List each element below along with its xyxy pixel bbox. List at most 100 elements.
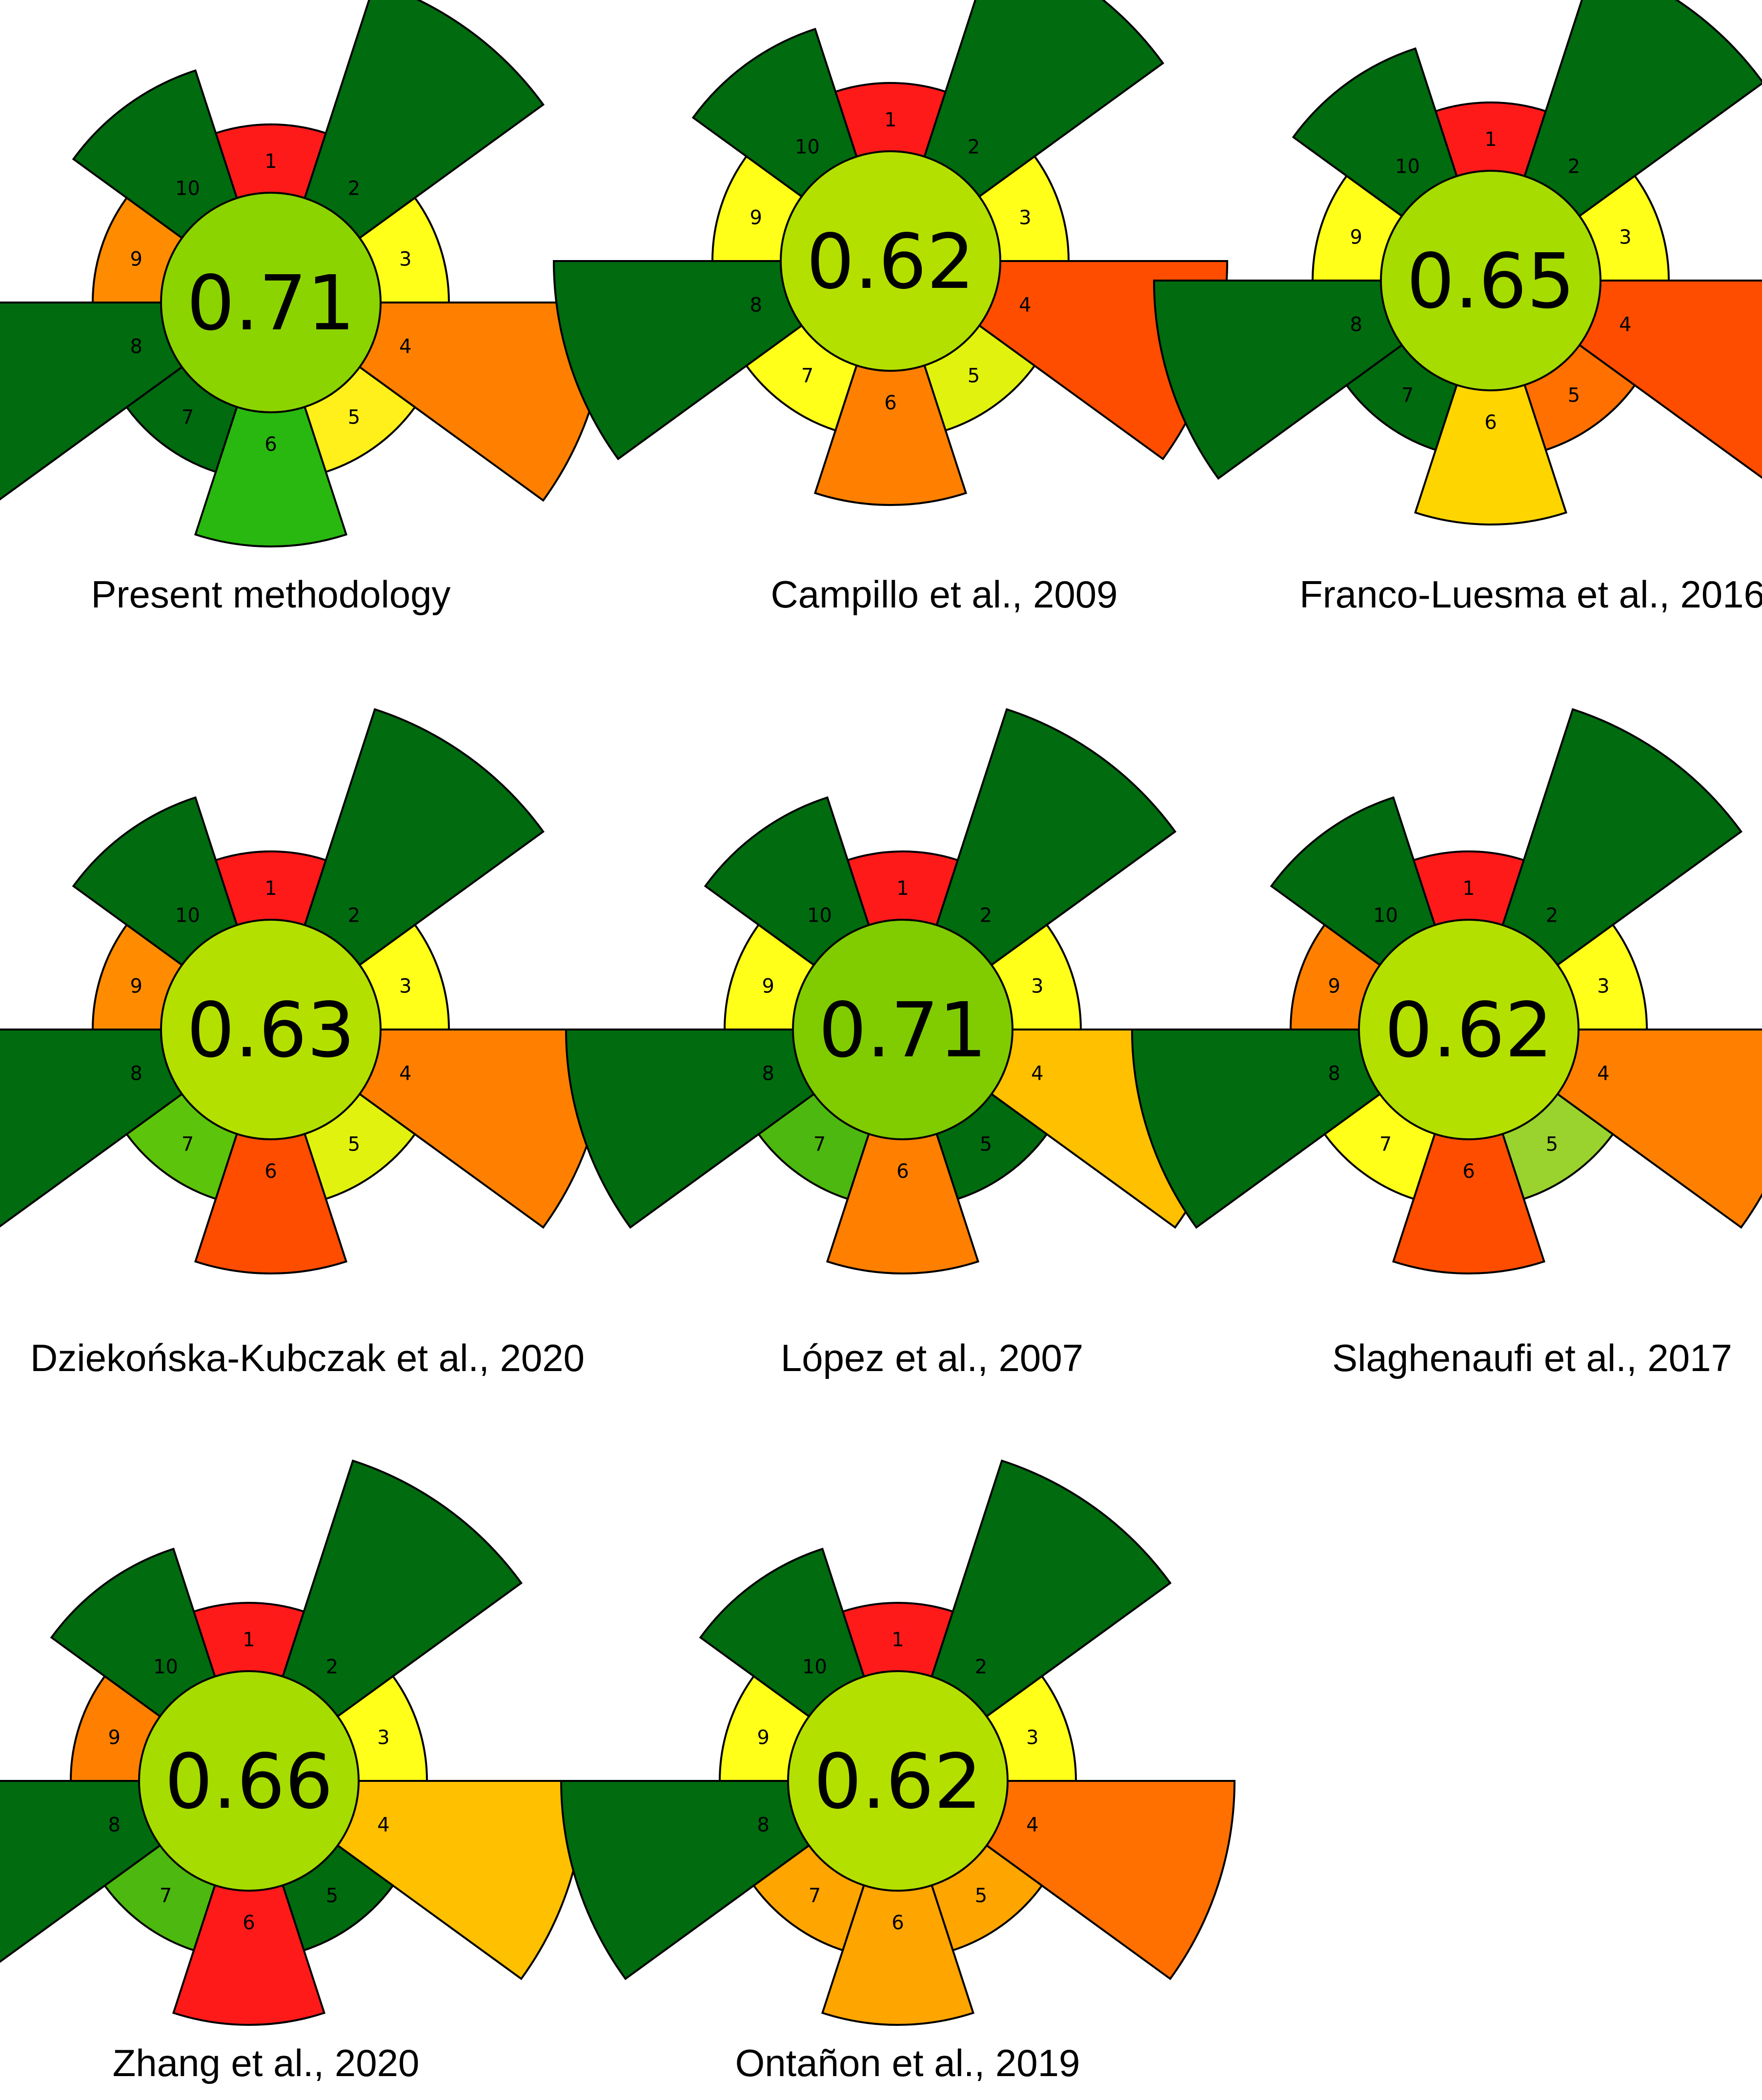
chart-caption: Slaghenaufi et al., 2017	[1332, 1336, 1732, 1379]
segment-label: 5	[975, 1885, 987, 1907]
segment-label: 4	[1031, 1063, 1043, 1085]
segment-label: 5	[1546, 1133, 1558, 1156]
segment-label: 8	[108, 1814, 120, 1837]
segment-label: 8	[749, 294, 762, 317]
segment-label: 4	[1597, 1063, 1609, 1085]
segment-label: 4	[399, 1063, 411, 1085]
segment-2	[934, 708, 1177, 968]
score-circle	[160, 919, 382, 1140]
segment-label: 3	[399, 975, 411, 997]
chart-caption: Present methodology	[91, 573, 450, 616]
segment-label: 1	[243, 1629, 255, 1651]
overall-score: 0.71	[818, 986, 987, 1074]
segment-label: 7	[813, 1133, 826, 1156]
segment-label: 9	[1350, 226, 1362, 248]
agree-chart: 1 2 3 4 5 6 7 8 9 10 0.66 Zhang et al., 2020	[0, 1459, 587, 2084]
segment-label: 5	[980, 1133, 992, 1156]
segment-label: 4	[1619, 314, 1631, 336]
segment-2	[303, 0, 545, 241]
segment-label: 8	[130, 336, 142, 358]
segment-label: 5	[1568, 384, 1580, 407]
segment-label: 7	[182, 1133, 194, 1156]
chart-caption: López et al., 2007	[781, 1336, 1083, 1379]
segment-label: 7	[182, 406, 194, 429]
segment-label: 3	[377, 1726, 389, 1749]
segment-2	[1522, 0, 1762, 219]
segment-label: 7	[1379, 1133, 1392, 1156]
score-circle	[160, 192, 382, 413]
segment-label: 9	[108, 1726, 120, 1749]
segment-label: 2	[348, 177, 360, 200]
agree-chart: 1 2 3 4 5 6 7 8 9 10 0.65 Franco-Luesma et al., 201…	[1153, 0, 1762, 616]
segment-label: 2	[975, 1656, 987, 1678]
segment-label: 6	[896, 1160, 909, 1183]
chart-caption: Franco-Luesma et al., 2016	[1299, 573, 1762, 616]
segment-label: 5	[348, 1133, 360, 1156]
segment-label: 9	[1328, 975, 1340, 997]
agree-chart: 1 2 3 4 5 6 7 8 9 10 0.63 Dziekońska-Kubczak et al.…	[0, 708, 609, 1379]
segment-label: 1	[884, 109, 896, 131]
overall-score: 0.62	[1384, 986, 1553, 1074]
segment-label: 3	[399, 248, 411, 270]
agree-chart: 1 2 3 4 5 6 7 8 9 10 0.62 Slaghenaufi et al., 2017	[1131, 708, 1762, 1379]
segment-2	[281, 1459, 523, 1719]
segment-label: 7	[1401, 384, 1414, 407]
score-circle	[1380, 170, 1601, 391]
segment-label: 3	[1026, 1726, 1038, 1749]
segment-label: 4	[399, 336, 411, 358]
segment-label: 3	[1019, 206, 1031, 229]
chart-caption: Ontañon et al., 2019	[735, 2041, 1080, 2084]
segment-label: 9	[762, 975, 774, 997]
score-circle	[1358, 919, 1580, 1140]
score-circle	[792, 919, 1013, 1140]
segment-label: 10	[153, 1656, 178, 1678]
overall-score: 0.66	[164, 1737, 333, 1826]
agree-chart: 1 2 3 4 5 6 7 8 9 10 0.62 Ontañon et al., 2019	[560, 1459, 1236, 2084]
segment-2	[1500, 708, 1743, 968]
segment-label: 2	[1568, 155, 1580, 178]
segment-label: 7	[809, 1885, 821, 1907]
segment-label: 1	[264, 877, 277, 900]
segment-label: 1	[891, 1629, 904, 1651]
segment-label: 10	[175, 177, 200, 200]
segment-label: 8	[757, 1814, 769, 1837]
segment-label: 8	[762, 1063, 774, 1085]
segment-label: 1	[1462, 877, 1475, 900]
segment-label: 6	[243, 1912, 255, 1934]
segment-label: 6	[1484, 411, 1497, 434]
segment-label: 3	[1031, 975, 1043, 997]
segment-label: 2	[1546, 904, 1558, 927]
segment-label: 8	[1328, 1063, 1340, 1085]
score-circle	[787, 1670, 1009, 1892]
segment-label: 7	[801, 365, 813, 387]
overall-score: 0.71	[186, 259, 355, 347]
segment-label: 6	[264, 1160, 277, 1183]
chart-caption: Campillo et al., 2009	[770, 573, 1117, 616]
segment-label: 5	[348, 406, 360, 429]
segment-label: 2	[968, 136, 980, 158]
segment-label: 5	[968, 365, 980, 387]
segment-2	[303, 708, 545, 968]
segment-label: 4	[377, 1814, 389, 1837]
segment-label: 5	[326, 1885, 338, 1907]
segment-label: 4	[1026, 1814, 1038, 1837]
segment-label: 6	[891, 1912, 904, 1934]
segment-label: 10	[1373, 904, 1398, 927]
segment-label: 10	[807, 904, 832, 927]
overall-score: 0.62	[806, 218, 974, 306]
segment-label: 6	[1462, 1160, 1475, 1183]
segment-label: 3	[1619, 226, 1631, 248]
segment-label: 6	[884, 392, 896, 414]
chart-caption: Dziekońska-Kubczak et al., 2020	[30, 1336, 585, 1379]
chart-caption: Zhang et al., 2020	[113, 2041, 420, 2084]
agree-chart: 1 2 3 4 5 6 7 8 9 10 0.71 Present methodology	[0, 0, 609, 616]
segment-label: 6	[264, 433, 277, 456]
overall-score: 0.65	[1406, 237, 1575, 325]
segment-label: 10	[175, 904, 200, 927]
segment-label: 9	[757, 1726, 769, 1749]
score-circle	[780, 150, 1001, 372]
segment-label: 7	[160, 1885, 172, 1907]
segment-2	[930, 1459, 1172, 1719]
score-circle	[138, 1670, 360, 1892]
